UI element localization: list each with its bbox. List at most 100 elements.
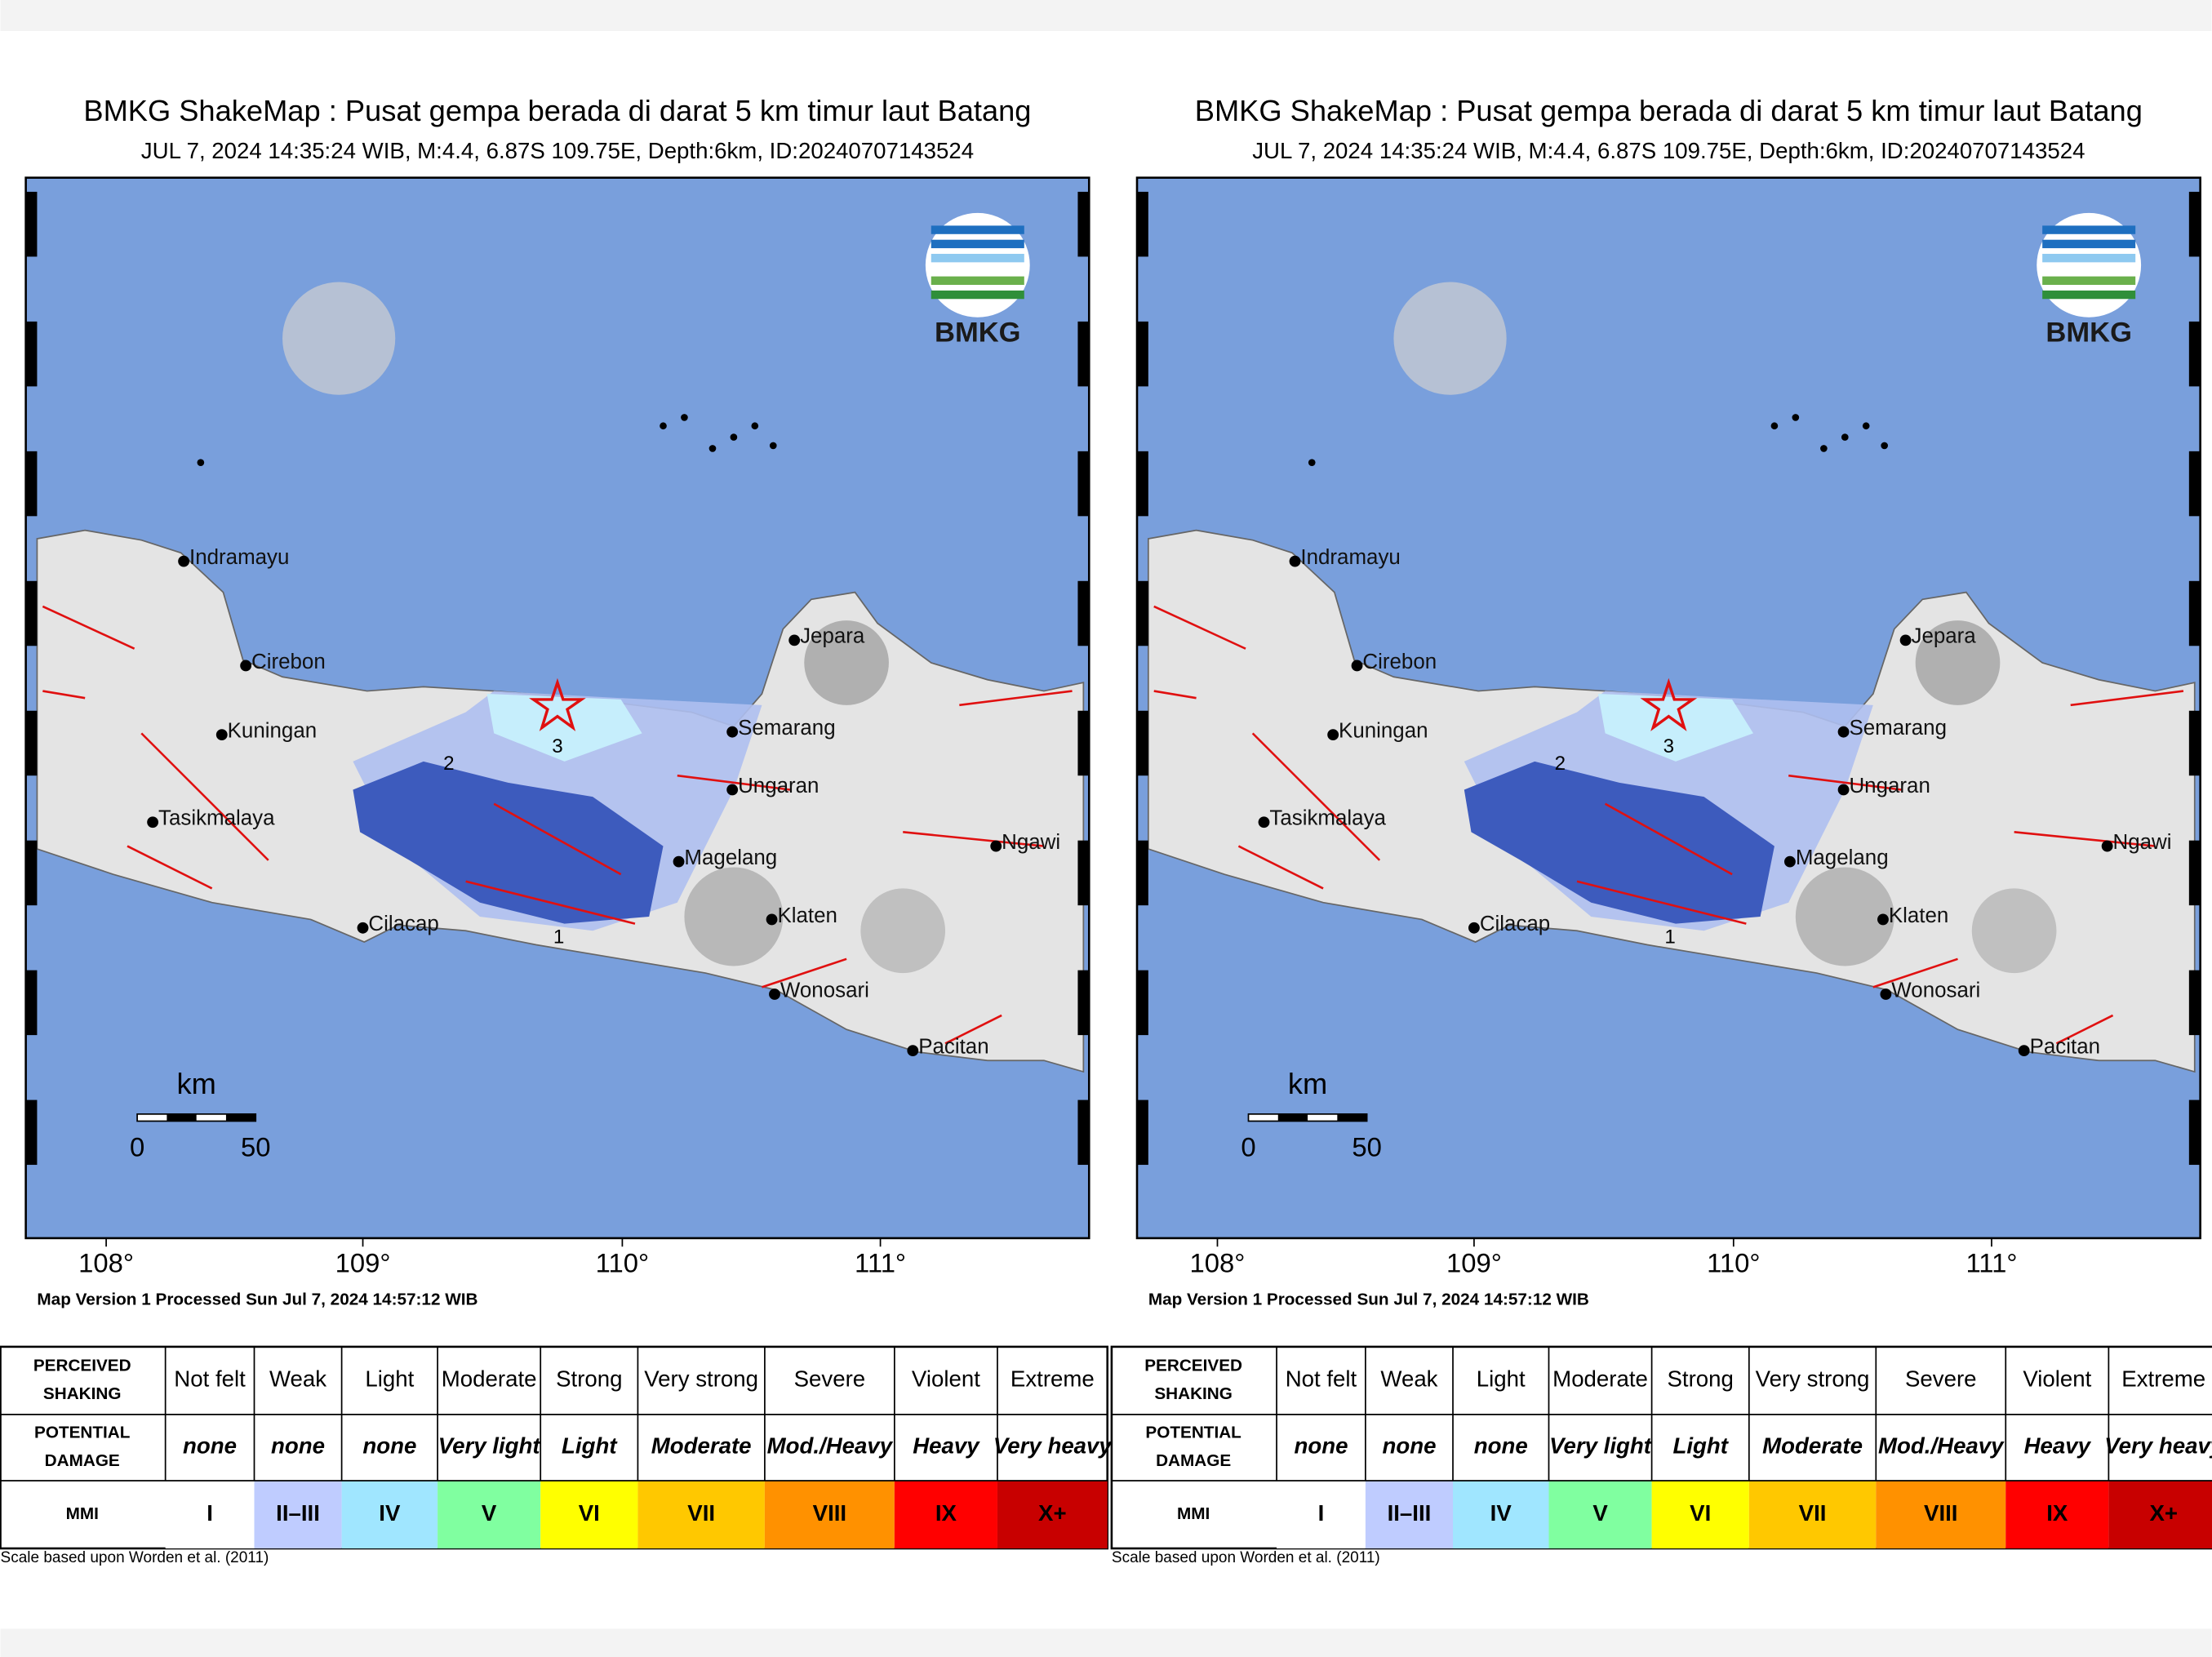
fault-line (1576, 880, 1747, 925)
legend-cell: IX (935, 1500, 957, 1526)
frame-tick (1137, 840, 1148, 906)
terrain-shade (282, 282, 396, 395)
legend-note: Scale based upon Worden et al. (2011) (1, 1549, 269, 1566)
map-title: BMKG ShakeMap : Pusat gempa berada di da… (83, 94, 1031, 127)
legend-cell: Severe (794, 1366, 866, 1392)
city-dot (673, 855, 685, 868)
legend-cell: Strong (1668, 1366, 1734, 1392)
city-label: Cilacap (1480, 913, 1550, 935)
intensity-dark (1464, 761, 1774, 924)
intensity-cyan (486, 694, 642, 762)
city-label: Jepara (1911, 625, 1976, 648)
frame-tick (1137, 451, 1148, 517)
frame-tick (2188, 580, 2201, 646)
frame-tick (1077, 1099, 1090, 1166)
city-label: Indramayu (1300, 546, 1400, 569)
legend-cell: Very heavy (993, 1433, 1113, 1459)
shakemap-panel: BMKG ShakeMap : Pusat gempa berada di da… (0, 94, 1113, 1566)
legend-cell: VII (687, 1500, 715, 1526)
frame-tick (25, 191, 38, 257)
scale-unit: km (1288, 1067, 1327, 1100)
epicenter-star (529, 677, 586, 731)
logo-stripe (2042, 253, 2136, 263)
fault-line (42, 690, 86, 700)
fault-line (1237, 845, 1324, 890)
legend-cell: Strong (556, 1366, 622, 1392)
legend-cell: Weak (269, 1366, 326, 1392)
scale-bar-segment (1337, 1113, 1367, 1122)
legend-cell: Extreme (2121, 1366, 2205, 1392)
terrain-shade (1915, 620, 2001, 705)
city-dot (907, 1045, 919, 1057)
city-label: Kuningan (228, 719, 317, 742)
logo-stripe (2042, 290, 2136, 300)
legend-cell: Violent (912, 1366, 980, 1392)
terrain-shade (1393, 282, 1507, 395)
x-axis-label: 110° (1707, 1247, 1760, 1277)
legend-cell: Mod./Heavy (1878, 1433, 2005, 1459)
city-dot (2101, 840, 2113, 852)
city-dot (1289, 555, 1301, 567)
x-axis-label: 109° (335, 1247, 391, 1277)
legend-cell: Mod./Heavy (767, 1433, 894, 1459)
city-dot (1327, 729, 1339, 741)
mmi-color (438, 1481, 541, 1548)
scale-label: 50 (1352, 1132, 1382, 1162)
legend-cell: I (1318, 1500, 1325, 1526)
mmi-color (540, 1481, 638, 1548)
city-dot (726, 726, 739, 738)
city-dot (766, 913, 778, 926)
island (681, 414, 688, 421)
map-title: BMKG ShakeMap : Pusat gempa berada di da… (1195, 94, 2143, 127)
island (660, 422, 667, 430)
city-dot (1899, 634, 1912, 646)
mmi-color (1748, 1481, 1877, 1548)
legend-cell: Light (562, 1433, 618, 1459)
x-axis-label: 110° (596, 1247, 649, 1277)
contour-label: 1 (553, 926, 564, 948)
city-label: Cirebon (251, 651, 326, 673)
city-dot (1784, 855, 1796, 868)
scale-label: 0 (130, 1132, 144, 1162)
legend-header: DAMAGE (45, 1451, 120, 1470)
logo-text: BMKG (935, 318, 1021, 349)
frame-tick (2188, 451, 2201, 517)
logo-stripe (2042, 225, 2136, 234)
city-dot (1351, 660, 1363, 672)
frame-tick (1077, 840, 1090, 906)
fault-line (1251, 732, 1381, 861)
processed-note: Map Version 1 Processed Sun Jul 7, 2024 … (37, 1290, 477, 1308)
terrain-shade (684, 867, 784, 966)
city-label: Indramayu (189, 546, 289, 569)
frame-tick (1077, 191, 1090, 257)
fault-line (762, 957, 847, 988)
legend-cell: Not felt (174, 1366, 246, 1392)
city-dot (990, 840, 1002, 852)
mmi-color (1876, 1481, 2006, 1548)
epicenter-star (1640, 677, 1698, 731)
city-label: Klaten (777, 904, 837, 927)
scale-unit: km (176, 1067, 215, 1100)
legend-cell: Light (1477, 1366, 1526, 1392)
logo-text: BMKG (2045, 318, 2132, 349)
city-dot (147, 816, 159, 828)
map-subtitle: JUL 7, 2024 14:35:24 WIB, M:4.4, 6.87S 1… (141, 138, 974, 163)
city-label: Ngawi (1002, 831, 1060, 854)
legend-header: DAMAGE (1156, 1451, 1231, 1470)
city-dot (769, 988, 780, 1000)
fault-line (140, 732, 269, 861)
legend-header: MMI (1177, 1504, 1210, 1523)
island (769, 442, 777, 450)
legend-cell: Very light (438, 1433, 542, 1459)
frame-tick (2188, 1099, 2201, 1166)
frame-tick (1077, 451, 1090, 517)
legend-cell: VIII (813, 1500, 846, 1526)
legend-cell: Weak (1380, 1366, 1437, 1392)
frame-tick (1137, 321, 1148, 387)
legend-cell: Light (1672, 1433, 1729, 1459)
fault-line (944, 1014, 1002, 1045)
frame-tick (25, 321, 38, 387)
city-label: Ungaran (738, 775, 819, 797)
scale-bar-segment (225, 1113, 256, 1122)
frame-tick (2188, 840, 2201, 906)
